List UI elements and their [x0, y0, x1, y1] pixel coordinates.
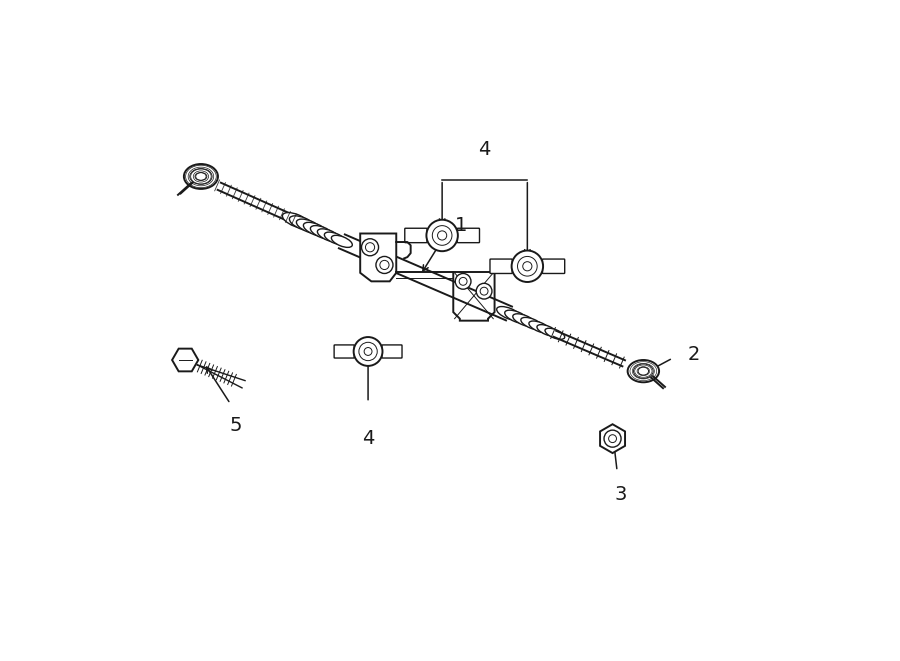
Ellipse shape — [195, 173, 207, 180]
Ellipse shape — [505, 310, 528, 323]
Text: 3: 3 — [614, 485, 626, 504]
Circle shape — [604, 430, 621, 447]
Circle shape — [481, 288, 488, 295]
Ellipse shape — [545, 329, 564, 339]
Circle shape — [432, 225, 452, 245]
FancyBboxPatch shape — [543, 259, 564, 274]
Ellipse shape — [290, 216, 316, 231]
Circle shape — [459, 278, 467, 286]
Polygon shape — [172, 348, 198, 371]
Ellipse shape — [318, 229, 340, 242]
Ellipse shape — [283, 213, 310, 228]
Text: 5: 5 — [230, 416, 242, 435]
Circle shape — [511, 251, 543, 282]
Ellipse shape — [310, 225, 334, 239]
Circle shape — [376, 256, 393, 274]
Ellipse shape — [184, 164, 218, 189]
Circle shape — [523, 262, 532, 271]
FancyBboxPatch shape — [382, 345, 402, 358]
Ellipse shape — [513, 314, 536, 327]
Polygon shape — [360, 233, 396, 282]
Text: 1: 1 — [455, 215, 468, 235]
Circle shape — [380, 260, 389, 270]
Ellipse shape — [537, 325, 557, 336]
Ellipse shape — [296, 219, 322, 234]
Circle shape — [518, 256, 537, 276]
FancyBboxPatch shape — [334, 345, 355, 358]
Ellipse shape — [529, 321, 550, 333]
Circle shape — [437, 231, 446, 240]
Circle shape — [354, 337, 382, 366]
Circle shape — [608, 435, 617, 443]
Ellipse shape — [497, 307, 521, 321]
Ellipse shape — [324, 232, 346, 245]
Circle shape — [365, 243, 374, 252]
Ellipse shape — [627, 360, 659, 382]
Circle shape — [364, 348, 372, 356]
FancyBboxPatch shape — [457, 228, 480, 243]
Circle shape — [362, 239, 379, 256]
FancyBboxPatch shape — [490, 259, 512, 274]
Circle shape — [427, 219, 458, 251]
Ellipse shape — [303, 222, 328, 237]
Text: 4: 4 — [479, 139, 490, 159]
Ellipse shape — [331, 235, 352, 247]
Ellipse shape — [521, 317, 543, 330]
Ellipse shape — [634, 364, 653, 378]
Circle shape — [359, 342, 377, 361]
Ellipse shape — [190, 169, 212, 184]
Polygon shape — [600, 424, 625, 453]
Text: 2: 2 — [688, 345, 699, 364]
Circle shape — [455, 274, 471, 290]
Ellipse shape — [638, 368, 649, 375]
Text: 4: 4 — [362, 429, 374, 447]
Circle shape — [476, 284, 492, 299]
FancyBboxPatch shape — [405, 228, 428, 243]
